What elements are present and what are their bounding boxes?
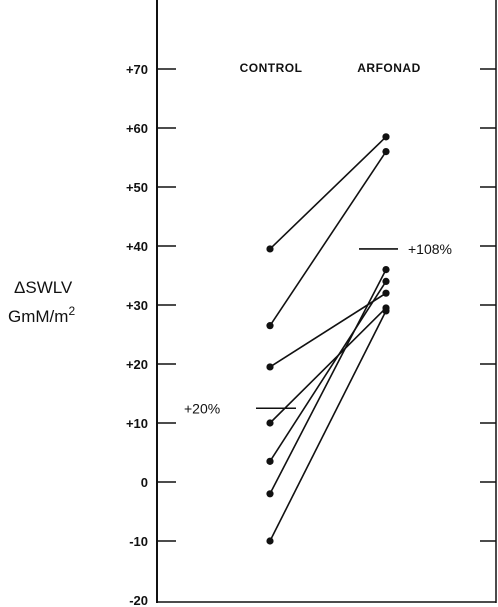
y-axis-label-superscript: 2 <box>68 304 75 318</box>
series-line-6 <box>269 269 387 495</box>
category-label-arfonad: ARFONAD <box>357 61 421 75</box>
point-control-7 <box>266 537 274 545</box>
y-tick-label: +40 <box>126 239 148 254</box>
annotation-label-arfonad: +108% <box>408 241 452 257</box>
y-axis-label-units: GmM/m2 <box>8 304 75 326</box>
y-axis-label: ΔSWLV <box>14 278 73 297</box>
point-arfonad-1 <box>382 133 390 141</box>
point-arfonad-6 <box>382 266 390 274</box>
y-tick-label: -20 <box>129 593 148 607</box>
y-tick-label: +30 <box>126 298 148 313</box>
y-axis-label-line1: ΔSWLV <box>14 278 73 297</box>
y-tick-label: -10 <box>129 534 148 549</box>
point-arfonad-7 <box>382 307 390 315</box>
point-control-2 <box>266 322 274 330</box>
series-line-4 <box>269 307 387 424</box>
y-axis-label-line2: GmM/m <box>8 307 68 326</box>
series-line-5 <box>269 280 387 462</box>
point-arfonad-2 <box>382 148 390 156</box>
category-label-control: CONTROL <box>240 61 303 75</box>
point-control-3 <box>266 363 274 371</box>
y-tick-label: +20 <box>126 357 148 372</box>
y-tick-label: +10 <box>126 416 148 431</box>
point-control-5 <box>266 457 274 465</box>
point-control-4 <box>266 419 274 427</box>
y-tick-label: +60 <box>126 121 148 136</box>
annotation-label-control: +20% <box>184 400 220 416</box>
point-control-6 <box>266 490 274 498</box>
y-tick-label: +70 <box>126 62 148 77</box>
point-arfonad-5 <box>382 277 390 285</box>
series-line-7 <box>269 310 387 542</box>
series-line-2 <box>269 151 387 327</box>
point-control-1 <box>266 245 274 253</box>
y-tick-label: 0 <box>141 475 148 490</box>
series-line-1 <box>269 136 387 250</box>
point-arfonad-3 <box>382 289 390 297</box>
y-tick-label: +50 <box>126 180 148 195</box>
